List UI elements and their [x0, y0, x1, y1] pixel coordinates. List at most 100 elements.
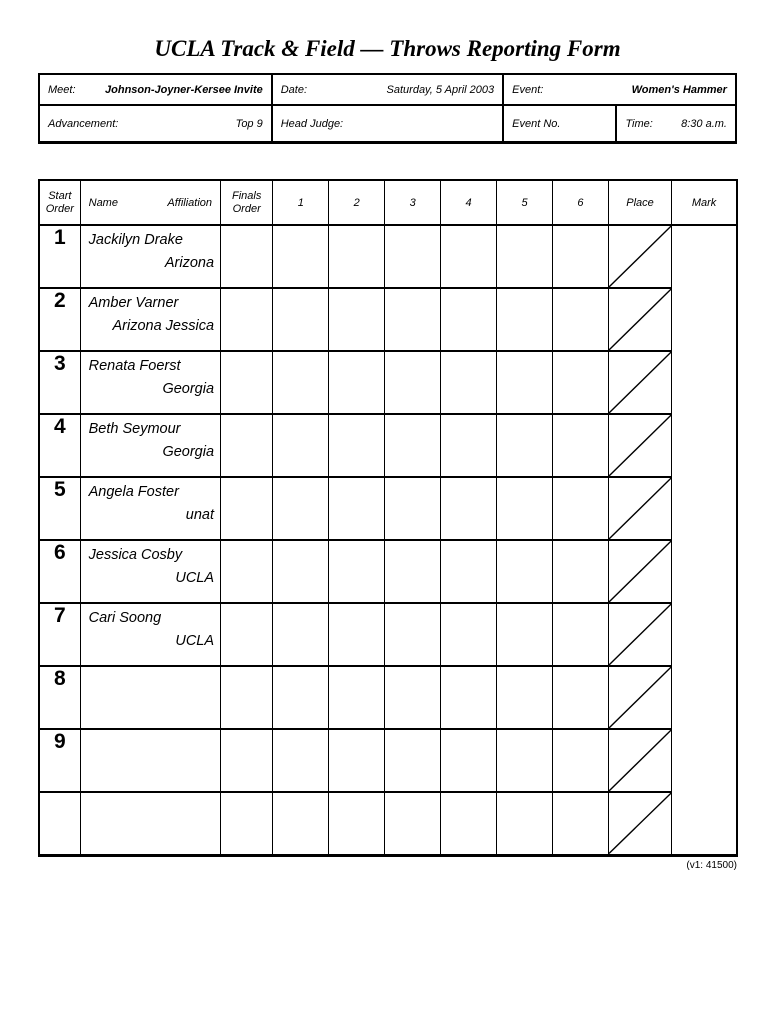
name-cell: [79, 791, 222, 856]
table-row: 6 Jessica Cosby UCLA: [38, 539, 737, 604]
round-1-cell: [272, 350, 330, 415]
round-4-cell: [440, 224, 498, 289]
place-cell: [552, 413, 609, 478]
diagonal-slash-icon: [609, 667, 671, 728]
results-header: Start Order Name Affiliation Finals Orde…: [38, 179, 738, 226]
start-order-cell: 9: [38, 728, 81, 793]
round-1-cell: [272, 287, 330, 352]
name-cell: Cari Soong UCLA: [79, 602, 222, 667]
results-table: Start Order Name Affiliation Finals Orde…: [38, 179, 738, 857]
place-cell: [552, 602, 609, 667]
finals-order-cell: [220, 224, 274, 289]
finals-order-cell: [220, 287, 274, 352]
round-2-cell: [328, 665, 386, 730]
round-3-cell: [384, 728, 442, 793]
diagonal-slash-icon: [609, 730, 671, 791]
name-cell: Jessica Cosby UCLA: [79, 539, 222, 604]
round-3-cell: [384, 476, 442, 541]
start-order-value: 9: [53, 730, 66, 753]
place-cell: [552, 791, 609, 856]
advancement-value: Top 9: [235, 117, 263, 130]
mark-cell: [607, 602, 673, 667]
round-2-cell: [328, 287, 386, 352]
table-row: 7 Cari Soong UCLA: [38, 602, 737, 667]
date-cell: Date: Saturday, 5 April 2003: [270, 75, 502, 104]
athlete-name: Beth Seymour: [88, 421, 181, 437]
athlete-affiliation: unat: [185, 507, 215, 523]
finals-order-cell: [220, 728, 274, 793]
round-5-header: 5: [496, 179, 554, 226]
start-order-cell: 7: [38, 602, 81, 667]
start-order-value: 6: [53, 541, 66, 564]
start-order-value: 1: [53, 226, 66, 249]
mark-cell: [607, 350, 673, 415]
round-5-cell: [496, 224, 554, 289]
round-6-header: 6: [552, 179, 609, 226]
time-cell: Time: 8:30 a.m.: [615, 106, 735, 141]
round-5-cell: [496, 602, 554, 667]
diagonal-slash-icon: [609, 541, 671, 602]
round-4-cell: [440, 539, 498, 604]
round-2-cell: [328, 224, 386, 289]
round-3-cell: [384, 287, 442, 352]
finals-order-cell: [220, 350, 274, 415]
event-value: Women's Hammer: [631, 83, 727, 96]
start-order-cell: 5: [38, 476, 81, 541]
athlete-affiliation: Arizona: [164, 255, 215, 271]
table-row: 4 Beth Seymour Georgia: [38, 413, 737, 478]
table-row: 1 Jackilyn Drake Arizona: [38, 224, 737, 289]
athlete-name: Cari Soong: [88, 610, 162, 626]
athlete-name: Angela Foster: [88, 484, 179, 500]
name-cell: Jackilyn Drake Arizona: [79, 224, 222, 289]
round-3-cell: [384, 539, 442, 604]
round-1-cell: [272, 602, 330, 667]
meet-label: Meet:: [48, 83, 76, 96]
mark-cell: [607, 224, 673, 289]
round-2-cell: [328, 602, 386, 667]
round-3-cell: [384, 791, 442, 856]
round-5-cell: [496, 665, 554, 730]
athlete-name: Jessica Cosby: [88, 547, 183, 563]
athlete-name: Amber Varner: [88, 295, 179, 311]
meet-value: Johnson-Joyner-Kersee Invite: [105, 83, 263, 96]
table-row: 2 Amber Varner Arizona Jessica: [38, 287, 737, 352]
finals-order-cell: [220, 791, 274, 856]
finals-order-cell: [220, 539, 274, 604]
round-5-cell: [496, 728, 554, 793]
time-label: Time:: [625, 117, 653, 130]
finals-order-cell: [220, 665, 274, 730]
round-4-cell: [440, 602, 498, 667]
head-judge-label: Head Judge:: [280, 117, 344, 130]
diagonal-slash-icon: [609, 415, 671, 476]
round-1-cell: [272, 224, 330, 289]
version-note: (v1: 41500): [686, 859, 737, 871]
date-label: Date:: [280, 83, 308, 96]
round-4-cell: [440, 665, 498, 730]
round-5-cell: [496, 350, 554, 415]
table-row: 9: [38, 728, 737, 793]
place-cell: [552, 539, 609, 604]
round-2-cell: [328, 350, 386, 415]
round-3-cell: [384, 665, 442, 730]
diagonal-slash-icon: [609, 793, 671, 854]
start-order-cell: 4: [38, 413, 81, 478]
mark-cell: [607, 728, 673, 793]
round-2-cell: [328, 539, 386, 604]
round-3-cell: [384, 602, 442, 667]
round-2-cell: [328, 791, 386, 856]
round-1-cell: [272, 665, 330, 730]
start-order-value: 4: [53, 415, 66, 438]
start-order-header-line1: Start: [48, 189, 72, 202]
mark-header: Mark: [671, 179, 738, 226]
advancement-cell: Advancement: Top 9: [40, 106, 271, 141]
start-order-value: 2: [53, 289, 66, 312]
place-cell: [552, 224, 609, 289]
meta-row-1: Meet: Johnson-Joyner-Kersee Invite Date:…: [40, 75, 735, 104]
start-order-cell: 8: [38, 665, 81, 730]
athlete-name: Jackilyn Drake: [88, 232, 183, 248]
round-4-cell: [440, 728, 498, 793]
event-label: Event:: [512, 83, 544, 96]
place-cell: [552, 350, 609, 415]
name-affiliation-header: Name Affiliation: [79, 179, 222, 226]
